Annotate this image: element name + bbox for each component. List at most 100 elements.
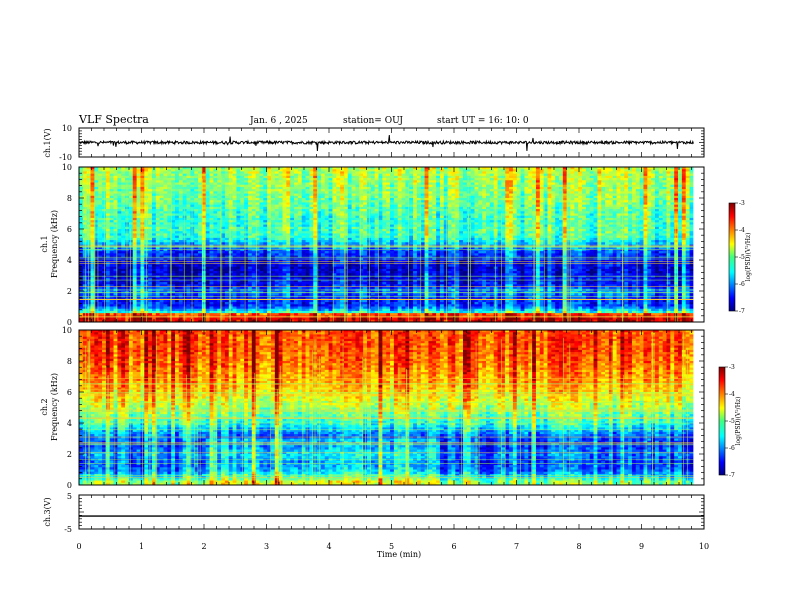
spectrogram-cell [513, 211, 517, 214]
spectrogram-cell [133, 200, 137, 203]
spectrogram-cell [643, 220, 647, 223]
spectrogram-cell [336, 231, 340, 234]
spectrogram-cell [167, 187, 171, 190]
spectrogram-cell [390, 198, 394, 201]
spectrogram-cell [448, 178, 452, 181]
spectrogram-cell [482, 231, 486, 234]
spectrogram-cell [98, 207, 102, 210]
spectrogram-cell [152, 216, 156, 219]
spectrogram-cell [175, 220, 179, 223]
spectrogram-cell [271, 205, 275, 208]
spectrogram-cell [455, 191, 459, 194]
spectrogram-cell [632, 227, 636, 230]
spectrogram-cell [659, 169, 663, 172]
spectrogram-cell [286, 227, 290, 230]
spectrogram-cell [682, 198, 686, 201]
spectrogram-cell [436, 211, 440, 214]
spectrogram-cell [190, 205, 194, 208]
spectrogram-cell [83, 191, 87, 194]
spectrogram-cell [160, 202, 164, 205]
spectrogram-cell [329, 183, 333, 186]
spectrogram-cell [121, 214, 125, 217]
spectrogram-cell [413, 183, 417, 186]
spectrogram-cell [217, 194, 221, 197]
spectrogram-cell [233, 176, 237, 179]
spectrogram-cell [263, 227, 267, 230]
spectrogram-cell [290, 180, 294, 183]
spectrogram-cell [302, 233, 306, 236]
spectrogram-cell [521, 205, 525, 208]
spectrogram-cell [551, 205, 555, 208]
spectrogram-cell [359, 185, 363, 188]
spectrogram-cell [547, 205, 551, 208]
spectrogram-cell [475, 194, 479, 197]
spectrogram-cell [528, 178, 532, 181]
spectrogram-cell [175, 216, 179, 219]
spectrogram-cell [528, 227, 532, 230]
spectrogram-cell [321, 216, 325, 219]
spectrogram-cell [263, 176, 267, 179]
spectrogram-cell [586, 194, 590, 197]
spectrogram-cell [501, 211, 505, 214]
spectrogram-cell [613, 202, 617, 205]
spectrogram-cell [198, 180, 202, 183]
spectrogram-cell [240, 211, 244, 214]
spectrogram-cell [524, 178, 528, 181]
spectrogram-cell [544, 194, 548, 197]
spectrogram-cell [263, 218, 267, 221]
spectrogram-cell [306, 227, 310, 230]
spectrogram-cell [448, 187, 452, 190]
spectrogram-cell [425, 231, 429, 234]
spectrogram-cell [597, 174, 601, 177]
spectrogram-cell [498, 216, 502, 219]
spectrogram-cell [283, 200, 287, 203]
spectrogram-cell [578, 187, 582, 190]
spectrogram-cell [651, 198, 655, 201]
spectrogram-cell [413, 174, 417, 177]
spectrogram-cell [651, 178, 655, 181]
spectrogram-cell [279, 202, 283, 205]
spectrogram-cell [190, 222, 194, 225]
spectrogram-cell [521, 194, 525, 197]
spectrogram-cell [398, 209, 402, 212]
spectrogram-cell [363, 185, 367, 188]
spectrogram-cell [148, 211, 152, 214]
spectrogram-cell [183, 174, 187, 177]
spectrogram-cell [325, 225, 329, 228]
spectrogram-cell [91, 174, 95, 177]
spectrogram-cell [91, 169, 95, 172]
spectrogram-cell [379, 202, 383, 205]
spectrogram-cell [140, 205, 144, 208]
spectrogram-cell [313, 209, 317, 212]
spectrogram-cell [597, 196, 601, 199]
spectrogram-cell [582, 187, 586, 190]
spectrogram-cell [647, 183, 651, 186]
spectrogram-cell [436, 205, 440, 208]
spectrogram-cell [475, 178, 479, 181]
spectrogram-cell [183, 180, 187, 183]
spectrogram-cell [475, 200, 479, 203]
spectrogram-cell [137, 200, 141, 203]
spectrogram-cell [267, 169, 271, 172]
spectrogram-cell [501, 187, 505, 190]
spectrogram-cell [252, 187, 256, 190]
spectrogram-cell [402, 187, 406, 190]
spectrogram-cell [190, 220, 194, 223]
spectrogram-cell [94, 174, 98, 177]
spectrogram-cell [532, 222, 536, 225]
spectrogram-cell [194, 191, 198, 194]
spectrogram-cell [574, 180, 578, 183]
spectrogram-cell [628, 205, 632, 208]
spectrogram-cell [298, 202, 302, 205]
spectrogram-cell [521, 216, 525, 219]
spectrogram-cell [571, 169, 575, 172]
spectrogram-cell [394, 196, 398, 199]
spectrogram-cell [640, 207, 644, 210]
spectrogram-cell [597, 200, 601, 203]
spectrogram-cell [628, 211, 632, 214]
spectrogram-cell [160, 218, 164, 221]
spectrogram-cell [267, 185, 271, 188]
spectrogram-cell [494, 185, 498, 188]
spectrogram-cell [279, 205, 283, 208]
spectrogram-cell [148, 207, 152, 210]
